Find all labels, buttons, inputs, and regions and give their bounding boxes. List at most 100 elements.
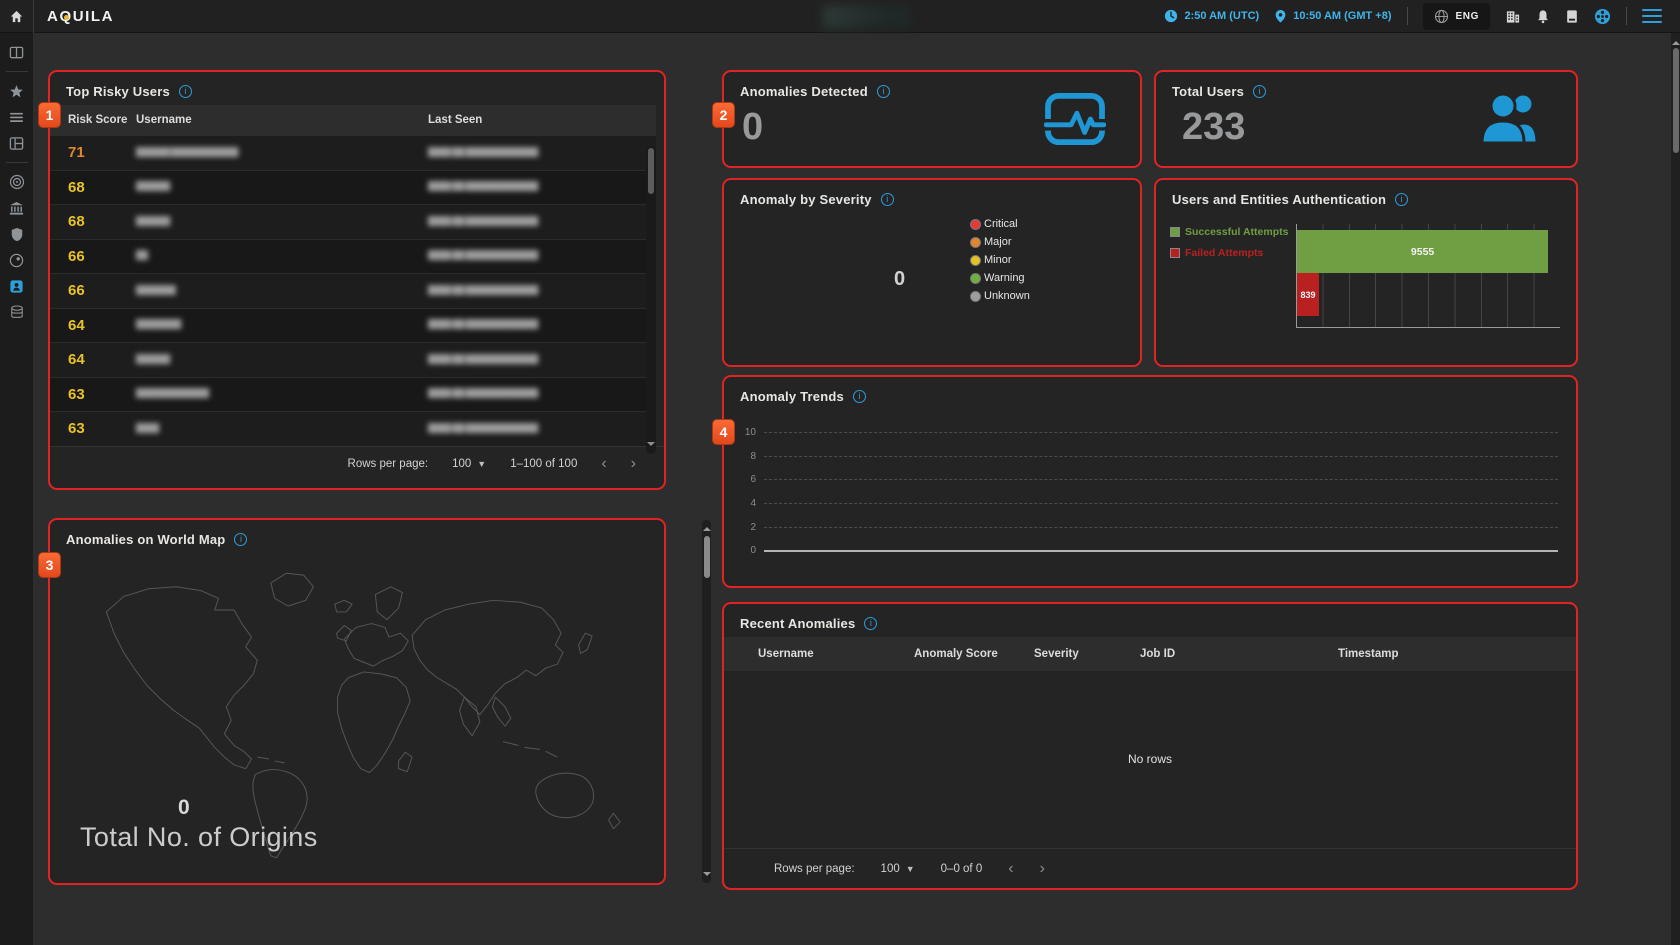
prev-page-button[interactable]: ‹ [1008, 859, 1014, 877]
legend-item-minor[interactable]: Minor [970, 254, 1030, 266]
username-blurred: ██████ ████████████ [136, 147, 238, 158]
som-mark-4: 4 [712, 419, 735, 445]
sidebar-item-dashboard[interactable] [0, 130, 34, 156]
home-button[interactable] [0, 0, 34, 33]
table-row[interactable]: 68 ██████ ████-██-█████████████ [50, 204, 656, 239]
table-row[interactable]: 63 ████ ████-██-█████████████ [50, 411, 656, 446]
panel-title: Anomaly by Severity [740, 192, 872, 207]
sidebar-item-shield[interactable] [0, 221, 34, 247]
table-row[interactable]: 64 ████████ ████-██-█████████████ [50, 307, 656, 342]
scrollbar-thumb[interactable] [648, 148, 654, 194]
info-icon[interactable] [178, 85, 192, 98]
panel-anomalies-detected: 2 Anomalies Detected 0 [712, 70, 1142, 168]
legend-item-critical[interactable]: Critical [970, 218, 1030, 230]
star-icon [9, 84, 24, 99]
risky-users-table-body: 71 ██████ ████████████ ████-██-█████████… [50, 135, 656, 446]
gridline [764, 503, 1558, 505]
split-view-icon [9, 45, 24, 60]
world-map[interactable] [56, 550, 656, 871]
sidebar-item-radar[interactable] [0, 169, 34, 195]
panel-world-map: 3 Anomalies on World Map 0 Total No. of … [38, 518, 666, 885]
sidebar-item-bank[interactable] [0, 195, 34, 221]
left-sidebar [0, 33, 34, 945]
table-row[interactable]: 66 ███████ ████-██-█████████████ [50, 273, 656, 308]
organization-button[interactable] [1505, 9, 1521, 24]
auth-legend: Successful Attempts Failed Attempts [1170, 226, 1288, 268]
legend-dot [970, 218, 981, 230]
legend-swatch [1170, 248, 1180, 258]
rows-per-page-select[interactable]: 100 ▼ [452, 458, 487, 470]
info-icon[interactable] [1395, 193, 1409, 206]
topbar-actions: 2:50 AM (UTC) 10:50 AM (GMT +8) ENG [1164, 2, 1680, 30]
info-icon[interactable] [852, 390, 866, 403]
home-icon [9, 9, 24, 24]
sidebar-item-split-view[interactable] [0, 39, 34, 65]
prev-page-button[interactable]: ‹ [601, 455, 607, 472]
info-icon[interactable] [864, 617, 878, 630]
notifications-button[interactable] [1536, 9, 1550, 24]
language-selector[interactable]: ENG [1422, 2, 1490, 30]
page-range: 0–0 of 0 [940, 862, 983, 875]
gridline [764, 526, 1558, 528]
severity-total-value: 0 [894, 268, 906, 290]
page-scrollbar[interactable] [1671, 33, 1680, 945]
info-icon[interactable] [1253, 85, 1267, 98]
col-username: Username [136, 114, 192, 126]
sidebar-item-compass[interactable] [0, 247, 34, 273]
legend-item-warning[interactable]: Warning [970, 272, 1030, 284]
sidebar-item-favorites[interactable] [0, 78, 34, 104]
pagination-bar: Rows per page: 100 ▼ 1–100 of 100 ‹ › [50, 445, 664, 482]
docs-button[interactable] [1565, 9, 1579, 24]
next-page-button[interactable]: › [630, 455, 636, 472]
next-page-button[interactable]: › [1039, 859, 1045, 877]
y-tick: 10 [744, 427, 756, 439]
info-icon[interactable] [876, 85, 890, 98]
col-last-seen: Last Seen [428, 114, 483, 126]
table-row[interactable]: 64 ██████ ████-██-█████████████ [50, 342, 656, 377]
risk-score: 63 [68, 385, 85, 403]
legend-item-successful[interactable]: Successful Attempts [1170, 226, 1288, 238]
table-row[interactable]: 71 ██████ ████████████ ████-██-█████████… [50, 135, 656, 170]
clock-icon [1164, 9, 1178, 23]
left-column-scrollbar[interactable] [702, 520, 711, 883]
last-seen-blurred: ████-██-█████████████ [428, 147, 538, 158]
database-icon [10, 304, 24, 320]
rows-per-page-select[interactable]: 100 ▼ [880, 862, 915, 875]
legend-item-major[interactable]: Major [970, 236, 1030, 248]
y-tick: 4 [750, 498, 756, 510]
info-icon[interactable] [234, 533, 248, 546]
sidebar-item-user-risk[interactable] [0, 273, 34, 299]
support-button[interactable] [1594, 8, 1611, 25]
divider [5, 162, 28, 163]
username-blurred: ███████ [136, 285, 176, 296]
username-blurred: ████ [136, 423, 159, 434]
legend-swatch [1170, 227, 1180, 237]
scrollbar-thumb[interactable] [1672, 48, 1679, 153]
legend-item-failed[interactable]: Failed Attempts [1170, 247, 1288, 259]
last-seen-blurred: ████-██-█████████████ [428, 285, 538, 296]
panel-title: Anomalies Detected [740, 84, 868, 99]
table-row[interactable]: 68 ██████ ████-██-█████████████ [50, 169, 656, 204]
panel-title: Anomalies on World Map [66, 532, 226, 547]
table-row[interactable]: 66 ██ ████-██-█████████████ [50, 238, 656, 273]
sidebar-item-list[interactable] [0, 104, 34, 130]
menu-hamburger-icon[interactable] [1642, 7, 1662, 26]
table-row[interactable]: 63 █████████████ ████-██-█████████████ [50, 376, 656, 411]
panel-title: Total Users [1172, 84, 1245, 99]
successful-attempts-bar[interactable]: 9555 [1297, 230, 1549, 273]
table-scrollbar[interactable] [646, 146, 656, 454]
scrollbar-thumb[interactable] [703, 536, 710, 578]
last-seen-blurred: ████-██-█████████████ [428, 251, 538, 262]
failed-attempts-bar[interactable]: 839 [1297, 273, 1320, 316]
sidebar-item-database[interactable] [0, 299, 34, 325]
risk-score: 64 [68, 316, 85, 334]
x-axis-line [764, 549, 1558, 552]
app-logo: A Q UILA [47, 7, 115, 25]
y-tick: 8 [750, 450, 756, 462]
info-icon[interactable] [880, 193, 894, 206]
notifications-bell-icon [1536, 9, 1550, 24]
rows-per-page-label: Rows per page: [347, 458, 429, 470]
legend-item-unknown[interactable]: Unknown [970, 290, 1030, 302]
username-blurred: █████████████ [136, 389, 209, 400]
divider [1626, 7, 1627, 25]
